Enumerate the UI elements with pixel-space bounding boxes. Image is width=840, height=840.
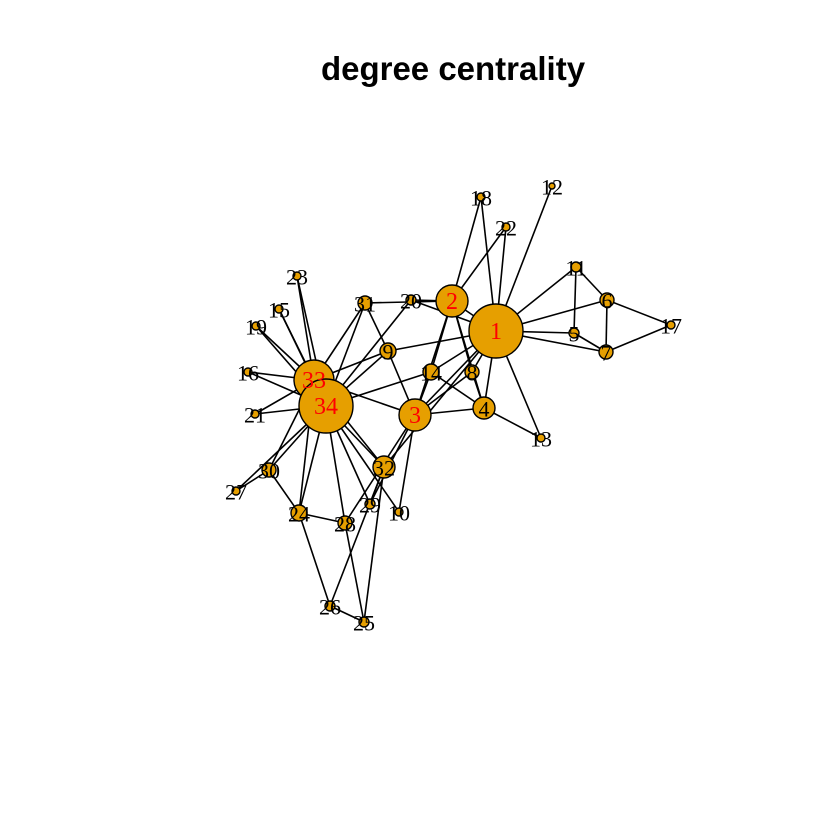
node-label-16: 16	[237, 361, 259, 386]
node-label-4: 4	[479, 397, 490, 422]
node-label-32: 32	[373, 456, 395, 481]
node-label-7: 7	[601, 341, 612, 366]
labels-layer: 123 4567891011121314151617181920212223242…	[225, 175, 682, 636]
edge-9-31	[364, 302, 389, 352]
edge-6-17	[606, 299, 672, 326]
node-14	[422, 363, 440, 381]
node-label-24: 24	[288, 502, 310, 527]
edge-1-32	[383, 330, 497, 468]
node-label-8: 8	[467, 361, 478, 386]
node-22	[501, 222, 511, 232]
node-13	[536, 433, 546, 443]
node-34	[298, 378, 354, 434]
edge-25-28	[344, 522, 365, 623]
node-31	[357, 295, 373, 311]
node-17	[666, 320, 676, 330]
node-label-5: 5	[569, 322, 580, 347]
node-11	[570, 261, 582, 273]
node-15	[274, 304, 284, 314]
node-label-10: 10	[388, 501, 410, 526]
node-label-19: 19	[245, 315, 267, 340]
node-label-15: 15	[268, 298, 290, 323]
node-16	[243, 367, 253, 377]
node-label-31: 31	[354, 292, 376, 317]
node-label-23: 23	[286, 265, 308, 290]
node-label-30: 30	[258, 459, 280, 484]
node-5	[568, 327, 580, 339]
node-26	[324, 600, 336, 612]
node-label-6: 6	[602, 289, 613, 314]
node-1	[468, 303, 524, 359]
edge-2-18	[451, 196, 482, 302]
node-label-18: 18	[470, 186, 492, 211]
node-4	[472, 396, 496, 420]
node-23	[292, 271, 302, 281]
edge-24-26	[298, 512, 331, 607]
node-label-29: 29	[359, 493, 381, 518]
node-10	[394, 507, 404, 517]
node-label-20: 20	[400, 289, 422, 314]
node-label-3: 3	[409, 403, 421, 429]
edge-24-30	[268, 469, 300, 514]
edge-7-17	[605, 324, 672, 353]
node-label-12: 12	[541, 175, 563, 200]
edge-25-26	[329, 605, 365, 623]
node-label-2: 2	[446, 289, 458, 315]
node-label-26: 26	[319, 595, 341, 620]
node-20	[405, 294, 417, 306]
node-label-25: 25	[353, 611, 375, 636]
plot-title: degree centrality	[320, 50, 586, 87]
node-32	[372, 455, 396, 479]
node-18	[476, 192, 486, 202]
node-29	[364, 498, 376, 510]
node-25	[358, 616, 370, 628]
node-21	[250, 409, 260, 419]
node-8	[464, 364, 480, 380]
node-label-34: 34	[314, 394, 338, 420]
node-12	[548, 182, 556, 190]
node-6	[599, 292, 615, 308]
node-label-28: 28	[334, 512, 356, 537]
node-label-21: 21	[244, 403, 266, 428]
node-label-17: 17	[660, 314, 682, 339]
edge-5-11	[573, 266, 577, 334]
node-24	[290, 504, 308, 522]
node-19	[251, 321, 261, 331]
node-2	[435, 284, 469, 318]
edge-6-7	[605, 299, 608, 353]
node-9	[379, 342, 397, 360]
node-label-33: 33	[302, 368, 326, 394]
node-label-1: 1	[490, 319, 502, 345]
nodes-layer	[231, 182, 676, 628]
node-label-9: 9	[383, 340, 394, 365]
node-label-14: 14	[420, 361, 442, 386]
node-30	[261, 462, 277, 478]
node-7	[598, 344, 614, 360]
node-label-13: 13	[530, 427, 552, 452]
edge-25-32	[363, 466, 385, 623]
node-27	[231, 486, 241, 496]
node-28	[337, 515, 353, 531]
node-label-27: 27	[225, 480, 247, 505]
node-label-11: 11	[565, 256, 586, 281]
node-3	[398, 398, 432, 432]
node-label-22: 22	[495, 216, 517, 241]
